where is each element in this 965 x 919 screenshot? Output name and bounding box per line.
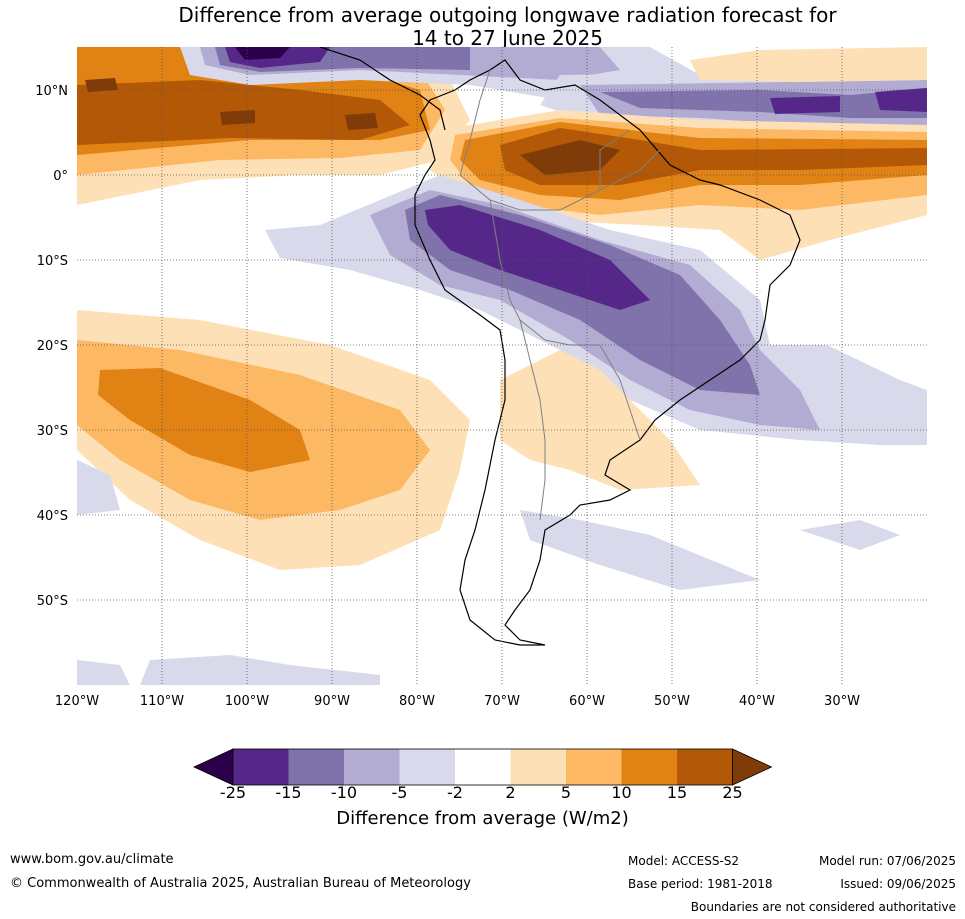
lat-label-40s: 40°S (37, 509, 68, 524)
colorbar-tick-10: 25 (722, 783, 742, 802)
lon-label-120w: 120°W (55, 694, 99, 709)
colorbar-segment-5 (455, 749, 511, 785)
colorbar-segment-2 (288, 749, 344, 785)
colorbar-tick-7: 5 (561, 783, 571, 802)
lon-label-50w: 50°W (654, 694, 690, 709)
latitude-labels: 10°N 0° 10°S 20°S 30°S 40°S 50°S (35, 84, 68, 609)
lon-label-80w: 80°W (399, 694, 435, 709)
lat-label-20s: 20°S (37, 339, 68, 354)
colorbar-segment-3 (344, 749, 400, 785)
lon-label-110w: 110°W (140, 694, 184, 709)
colorbar-segment-8 (621, 749, 677, 785)
map-title: Difference from average outgoing longwav… (0, 4, 965, 50)
colorbar-tick-6: 2 (505, 783, 515, 802)
lon-label-100w: 100°W (225, 694, 269, 709)
lon-label-40w: 40°W (739, 694, 775, 709)
colorbar-segment-7 (566, 749, 622, 785)
model-name: Model: ACCESS-S2 (628, 854, 740, 868)
lat-label-50s: 50°S (37, 594, 68, 609)
longitude-labels: 120°W 110°W 100°W 90°W 80°W 70°W 60°W 50… (55, 694, 860, 709)
lat-label-30s: 30°S (37, 424, 68, 439)
lat-label-10s: 10°S (37, 254, 68, 269)
colorbar-tick-4: -5 (392, 783, 408, 802)
lon-label-90w: 90°W (314, 694, 350, 709)
title-line-2: 14 to 27 June 2025 (412, 26, 603, 50)
colorbar-segment-1 (233, 749, 289, 785)
colorbar-segment-4 (399, 749, 455, 785)
colorbar-tick-5: -2 (447, 783, 463, 802)
base-period: Base period: 1981-2018 (628, 877, 773, 891)
title-line-1: Difference from average outgoing longwav… (178, 3, 837, 27)
coastlines (319, 47, 801, 646)
boundaries-disclaimer: Boundaries are not considered authoritat… (690, 900, 956, 914)
model-run-date: Model run: 07/06/2025 (818, 854, 956, 868)
colorbar-tick-8: 10 (611, 783, 631, 802)
colorbar-tick-9: 15 (667, 783, 687, 802)
lon-label-60w: 60°W (569, 694, 605, 709)
colorbar-segment-6 (510, 749, 566, 785)
colorbar-tick-2: -15 (275, 783, 301, 802)
colorbar-tick-3: -10 (331, 783, 357, 802)
website-link[interactable]: www.bom.gov.au/climate (10, 852, 174, 867)
colorbar-segment-9 (677, 749, 733, 785)
issued-date: Issued: 09/06/2025 (840, 877, 956, 891)
lon-label-30w: 30°W (824, 694, 860, 709)
graticule (77, 47, 927, 685)
colorbar: -25 -15 -10 -5 -2 2 5 10 15 25 (193, 748, 773, 802)
lat-label-0: 0° (53, 169, 68, 184)
colorbar-tick-1: -25 (220, 783, 246, 802)
colorbar-label: Difference from average (W/m2) (336, 808, 629, 829)
lat-label-10n: 10°N (35, 84, 68, 99)
colorbar-under-arrow (193, 748, 234, 786)
lon-label-70w: 70°W (484, 694, 520, 709)
copyright-text: © Commonwealth of Australia 2025, Austra… (10, 876, 471, 891)
colorbar-over-arrow (732, 748, 773, 786)
